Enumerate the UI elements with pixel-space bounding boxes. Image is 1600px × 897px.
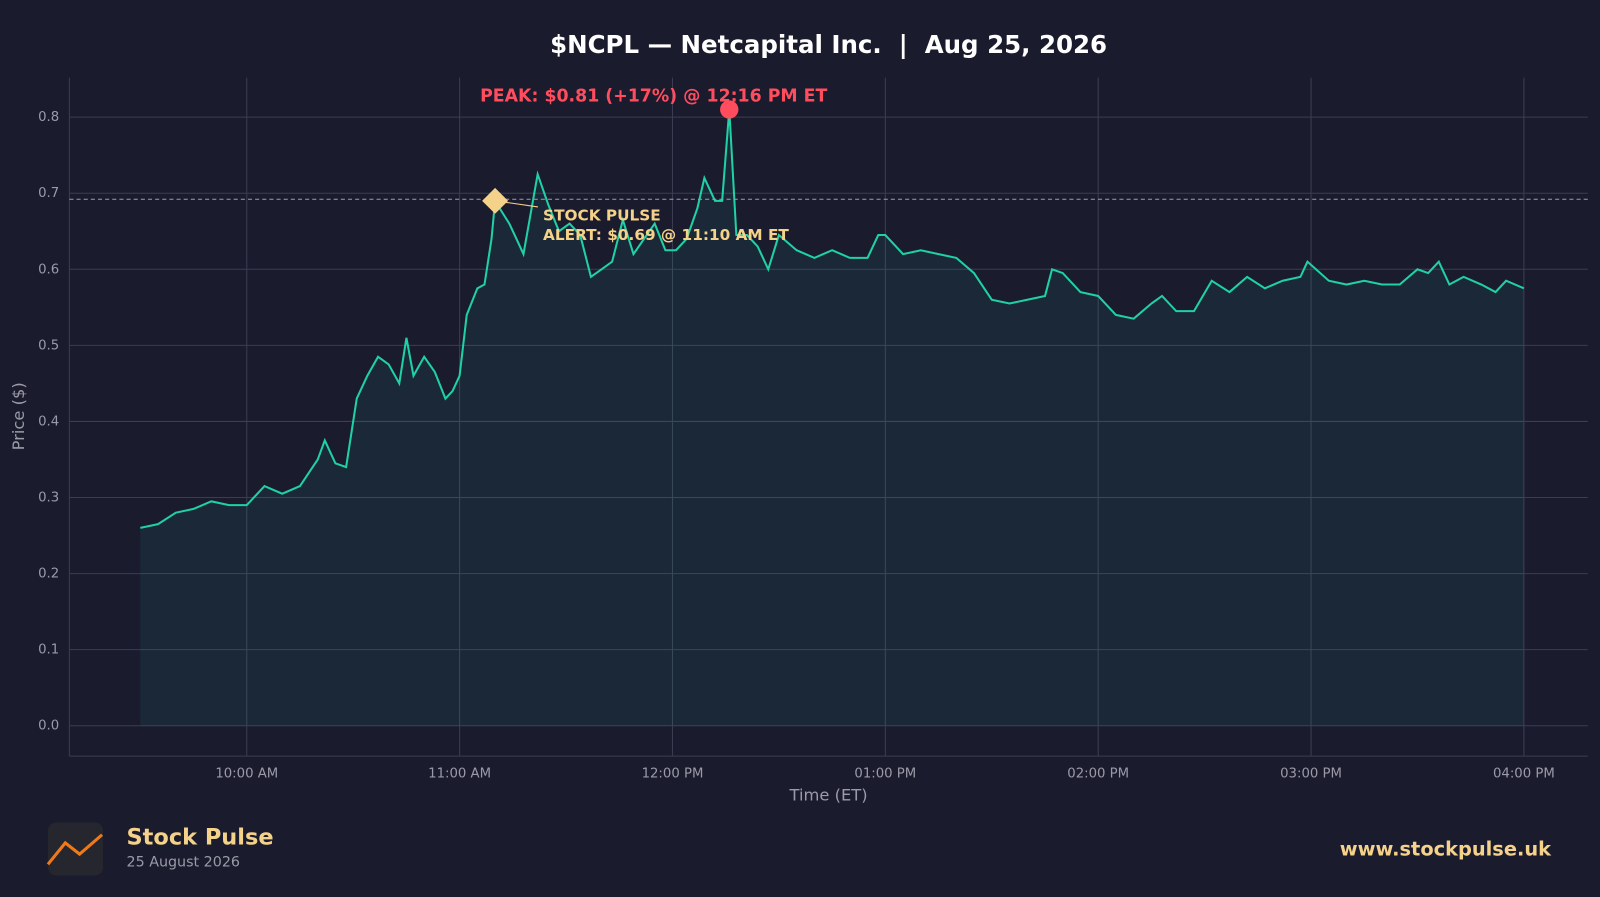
y-tick-label: 0.1 (38, 643, 59, 658)
y-tick-label: 0.6 (38, 262, 59, 277)
price-line (140, 109, 1525, 529)
brand-date: 25 August 2026 (127, 854, 240, 870)
y-tick-label: 0.3 (38, 491, 59, 506)
logo (46, 822, 104, 876)
alert-label: STOCK PULSE (543, 207, 661, 225)
x-tick-label: 03:00 PM (1280, 767, 1342, 782)
brand-name: Stock Pulse (127, 824, 274, 850)
y-tick-label: 0.8 (38, 110, 59, 125)
chart-title: $NCPL — Netcapital Inc. | Aug 25, 2026 (550, 30, 1107, 59)
x-tick-label: 02:00 PM (1067, 767, 1129, 782)
y-tick-label: 0.0 (38, 719, 59, 734)
alert-marker (482, 187, 509, 214)
peak-label: PEAK: $0.81 (+17%) @ 12:16 PM ET (480, 86, 827, 106)
x-tick-label: 04:00 PM (1493, 767, 1555, 782)
website: www.stockpulse.uk (1340, 838, 1552, 861)
x-axis-label: Time (ET) (789, 785, 868, 804)
alert-label: ALERT: $0.69 @ 11:10 AM ET (543, 226, 789, 244)
y-tick-label: 0.7 (38, 186, 59, 201)
x-tick-label: 11:00 AM (428, 767, 491, 782)
x-tick-label: 12:00 PM (642, 767, 704, 782)
x-tick-label: 01:00 PM (854, 767, 916, 782)
y-axis-label: Price ($) (9, 382, 28, 450)
area-fill (140, 109, 1524, 726)
y-tick-label: 0.4 (38, 414, 59, 429)
x-tick-label: 10:00 AM (215, 767, 278, 782)
y-tick-label: 0.2 (38, 567, 59, 582)
peak-marker (720, 100, 739, 119)
y-tick-label: 0.5 (38, 338, 59, 353)
